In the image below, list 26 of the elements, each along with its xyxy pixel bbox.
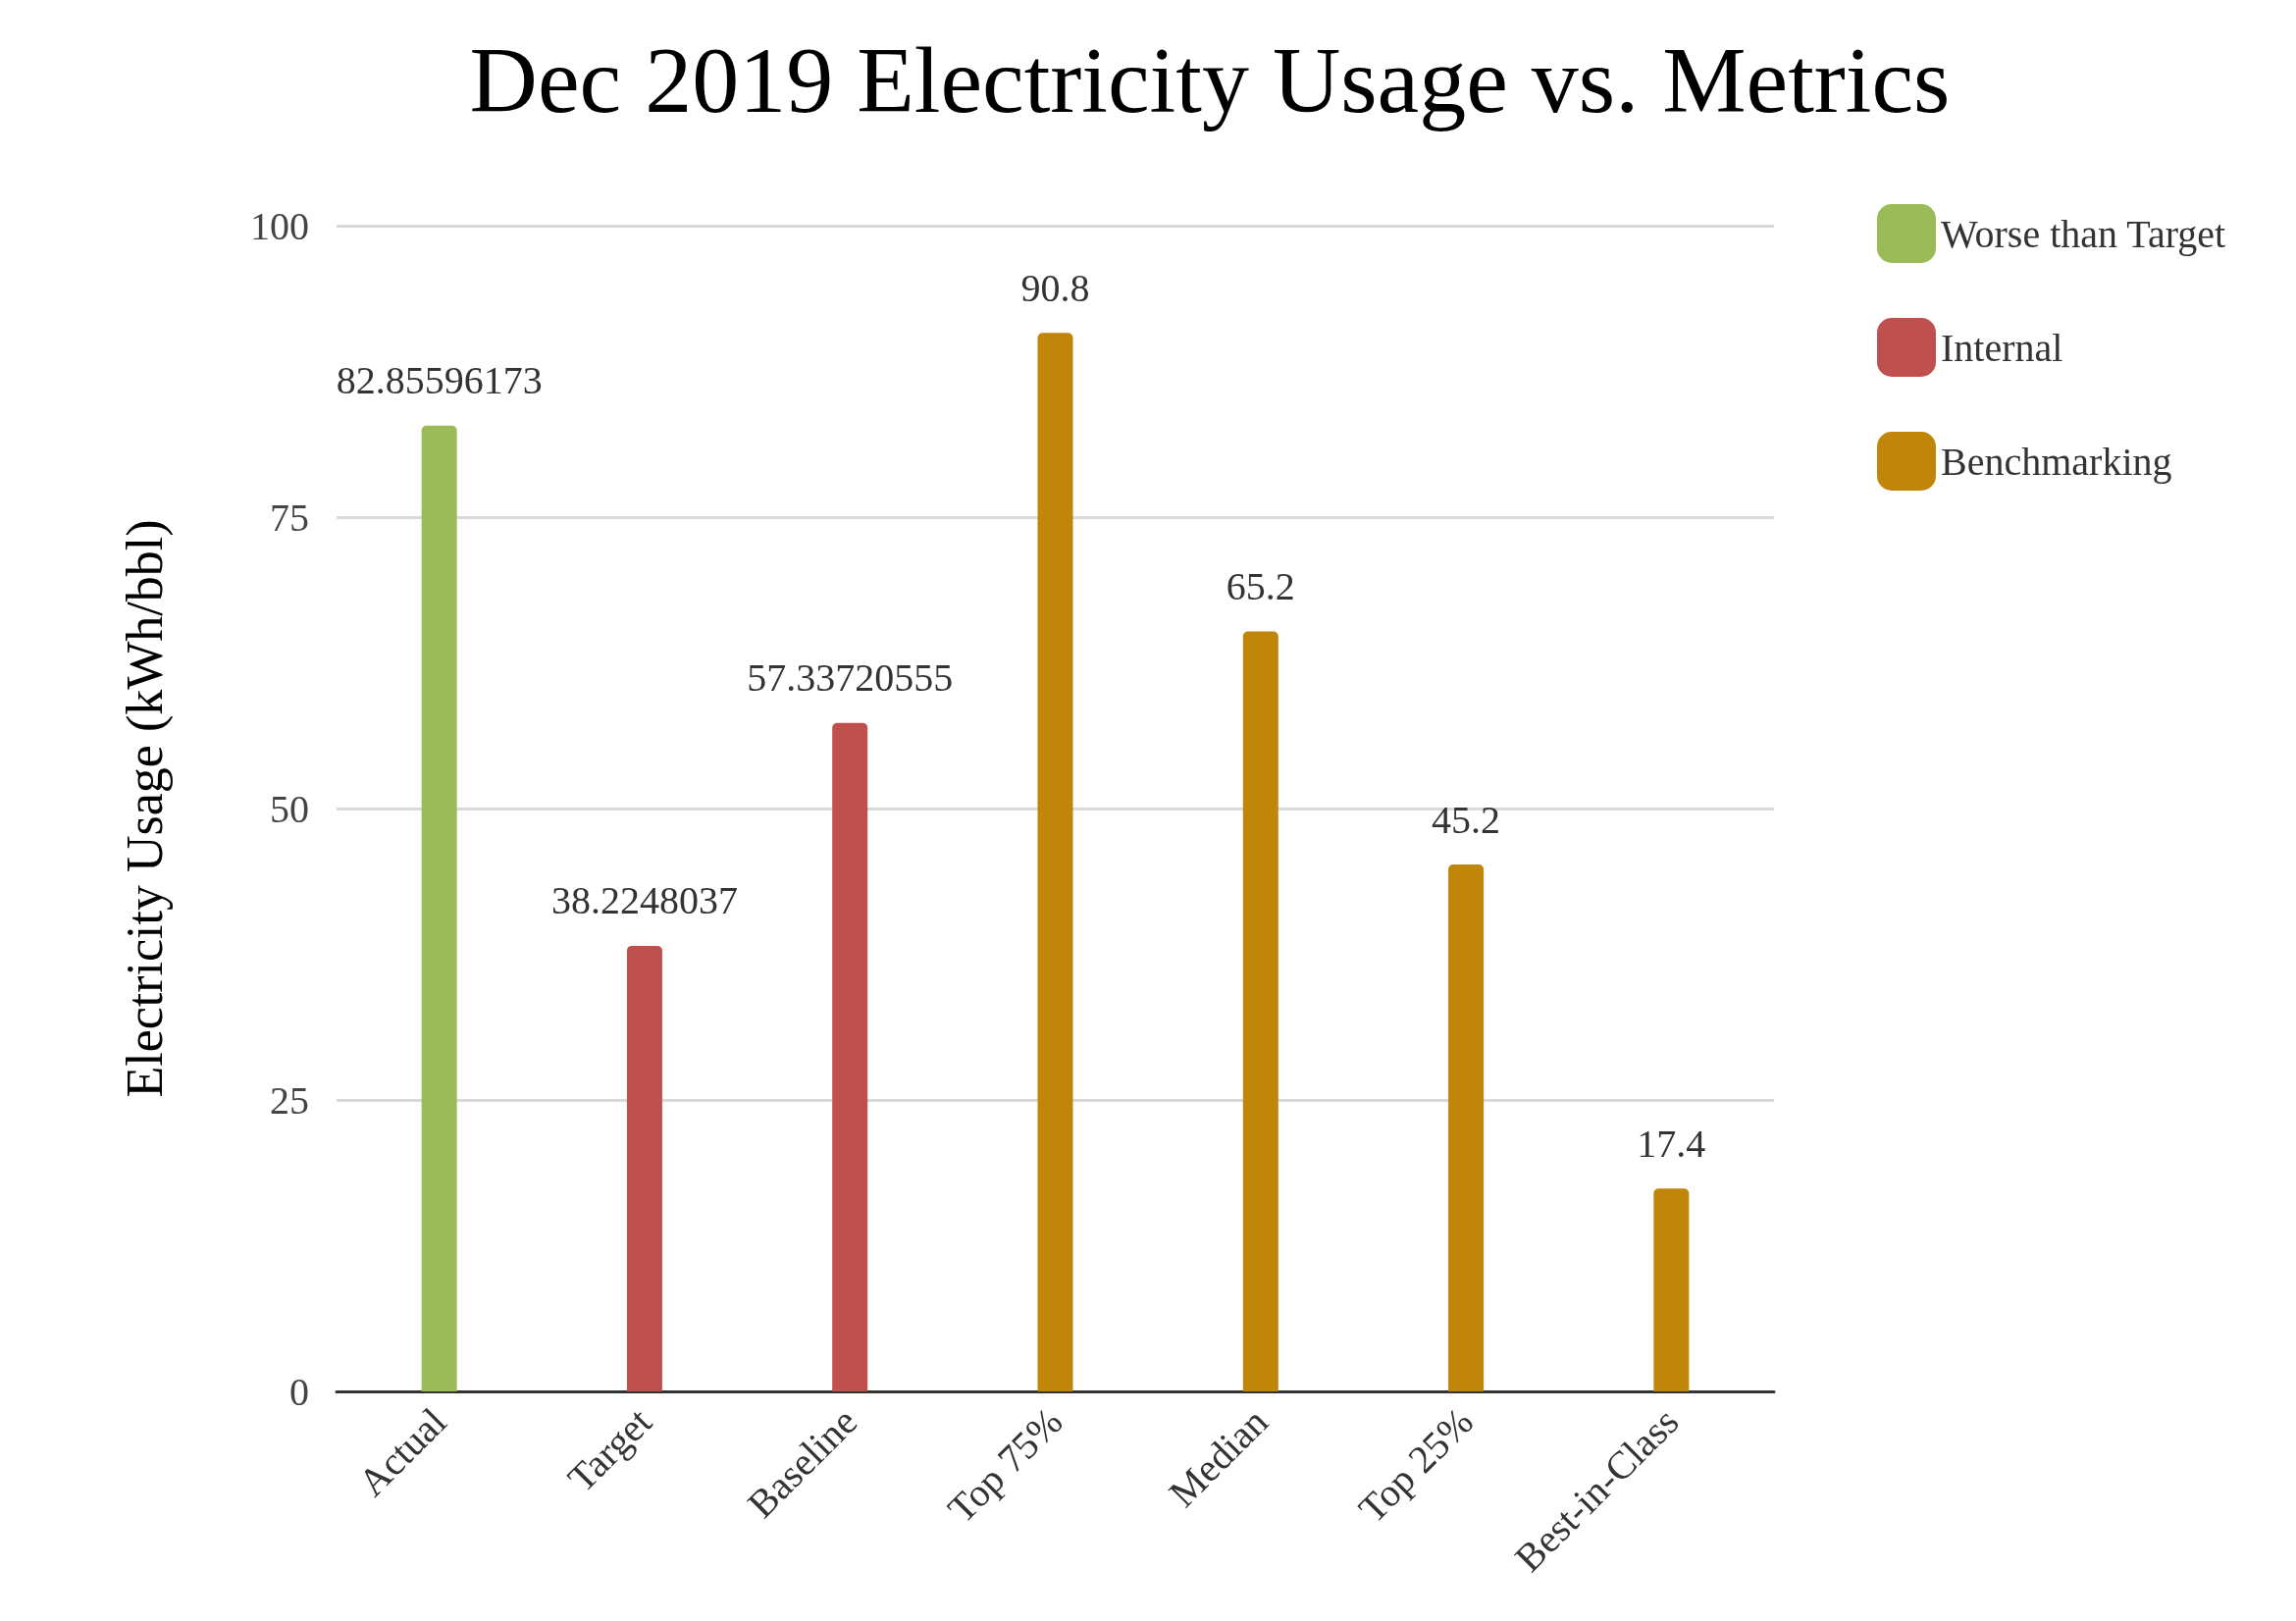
data-label: 82.85596173 bbox=[336, 358, 543, 403]
bar bbox=[626, 945, 662, 1391]
chart-title: Dec 2019 Electricity Usage vs. Metrics bbox=[469, 26, 1951, 132]
data-label: 45.2 bbox=[1432, 797, 1501, 842]
bar bbox=[421, 425, 457, 1391]
bar bbox=[1653, 1188, 1690, 1391]
legend-label: Worse than Target bbox=[1941, 211, 2226, 256]
legend-label: Benchmarking bbox=[1941, 439, 2172, 484]
x-tick-label: Top 25% bbox=[1349, 1399, 1482, 1532]
bar bbox=[1448, 864, 1485, 1391]
y-axis-title: Electricity Usage (kWh/bbl) bbox=[116, 519, 174, 1098]
data-label: 38.2248037 bbox=[550, 878, 738, 923]
legend-label: Internal bbox=[1941, 325, 2063, 370]
bar bbox=[832, 722, 868, 1391]
y-tick-label: 100 bbox=[250, 203, 309, 248]
data-label: 90.8 bbox=[1020, 265, 1090, 310]
y-tick-label: 0 bbox=[289, 1369, 309, 1414]
data-label: 17.4 bbox=[1637, 1121, 1706, 1166]
bar bbox=[1242, 631, 1278, 1391]
data-label: 65.2 bbox=[1226, 563, 1295, 608]
y-tick-label: 75 bbox=[270, 495, 309, 540]
data-label: 57.33720555 bbox=[747, 655, 954, 701]
y-tick-label: 25 bbox=[270, 1077, 309, 1123]
bar bbox=[1037, 333, 1073, 1391]
x-tick-label: Top 75% bbox=[939, 1399, 1071, 1532]
y-tick-label: 50 bbox=[270, 786, 309, 831]
